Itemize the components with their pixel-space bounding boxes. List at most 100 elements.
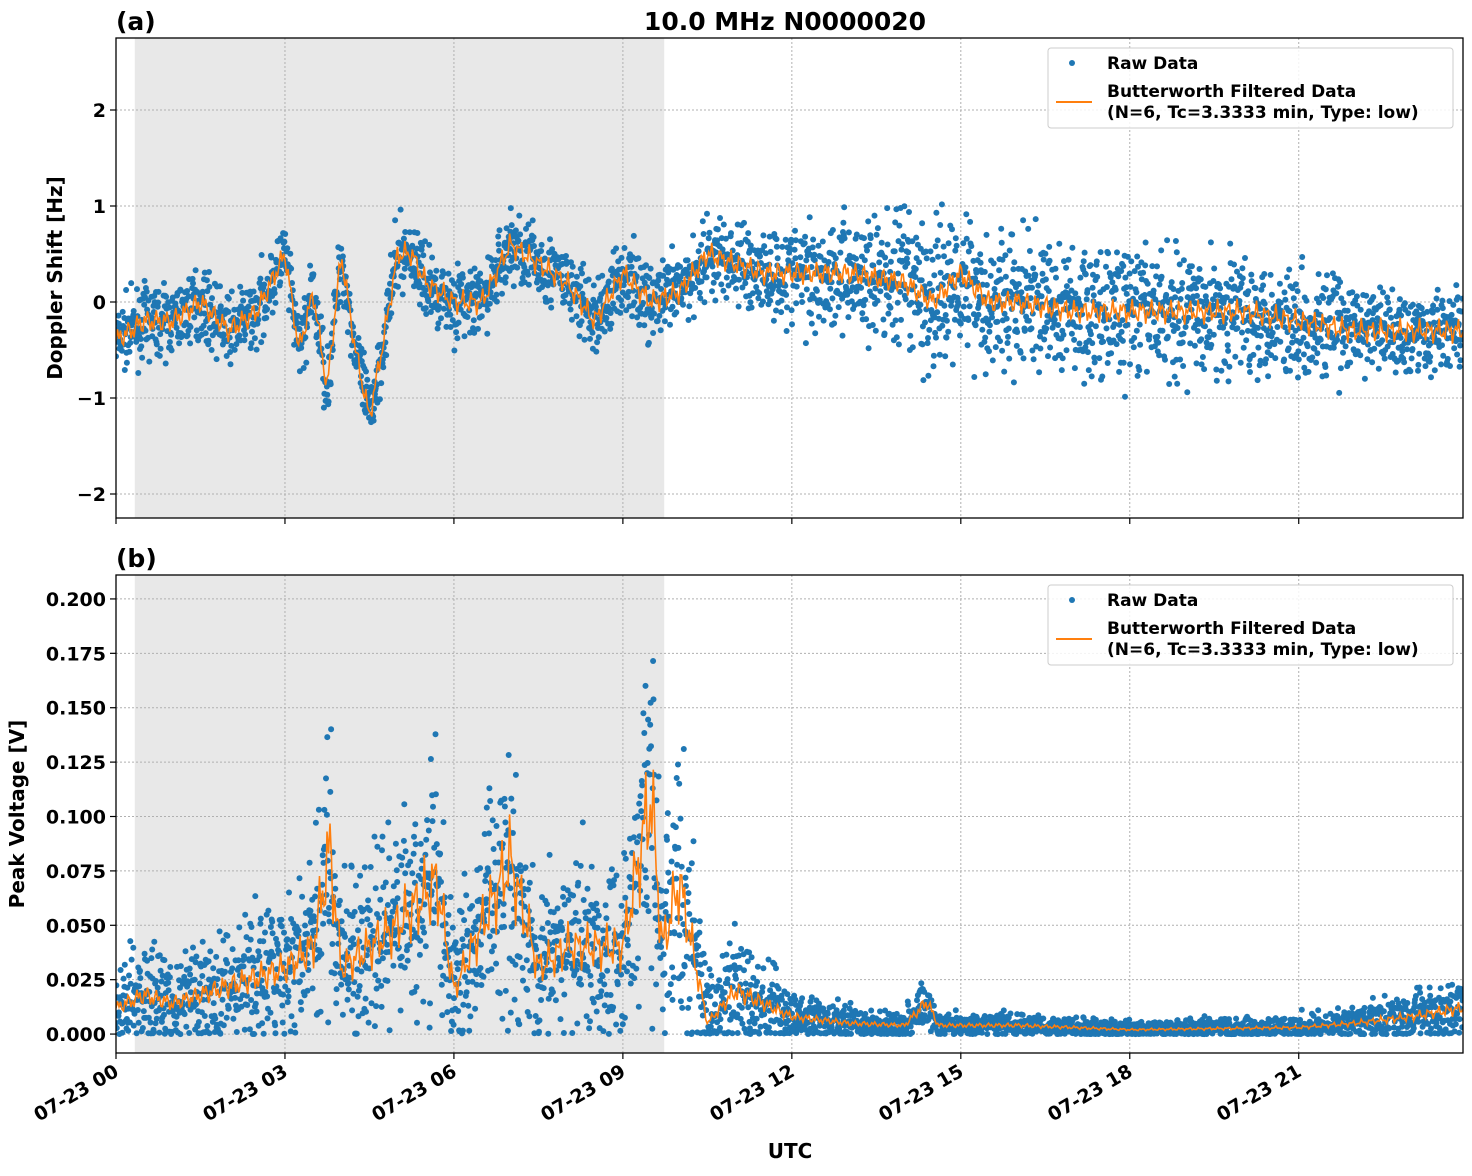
raw-data-point	[372, 972, 378, 978]
raw-data-point	[903, 296, 909, 302]
x-tick-label: 07-23 18	[1044, 1060, 1136, 1126]
raw-data-point	[394, 867, 400, 873]
raw-data-point	[1287, 368, 1293, 374]
raw-data-point	[559, 927, 565, 933]
raw-data-point	[1363, 293, 1369, 299]
raw-data-point	[284, 245, 290, 251]
raw-data-point	[401, 274, 407, 280]
raw-data-point	[1160, 328, 1166, 334]
raw-data-point	[585, 886, 591, 892]
raw-data-point	[264, 306, 270, 312]
raw-data-point	[1343, 343, 1349, 349]
raw-data-point	[292, 1030, 298, 1036]
raw-data-point	[332, 970, 338, 976]
raw-data-point	[797, 254, 803, 260]
raw-data-point	[641, 730, 647, 736]
raw-data-point	[1016, 281, 1022, 287]
raw-data-point	[224, 960, 230, 966]
raw-data-point	[363, 1009, 369, 1015]
raw-data-point	[473, 926, 479, 932]
raw-data-point	[1036, 369, 1042, 375]
raw-data-point	[338, 246, 344, 252]
raw-data-point	[779, 244, 785, 250]
raw-data-point	[257, 921, 263, 927]
x-tick-label: 07-23 03	[199, 1060, 291, 1126]
raw-data-point	[511, 283, 517, 289]
raw-data-point	[983, 371, 989, 377]
raw-data-point	[127, 938, 133, 944]
raw-data-point	[489, 966, 495, 972]
raw-data-point	[284, 936, 290, 942]
raw-data-point	[678, 816, 684, 822]
raw-data-point	[489, 948, 495, 954]
raw-data-point	[206, 338, 212, 344]
raw-data-point	[1098, 249, 1104, 255]
raw-data-point	[1140, 270, 1146, 276]
raw-data-point	[451, 348, 457, 354]
raw-data-point	[430, 818, 436, 824]
raw-data-point	[584, 1013, 590, 1019]
raw-data-point	[525, 886, 531, 892]
raw-data-point	[803, 257, 809, 263]
raw-data-point	[558, 919, 564, 925]
raw-data-point	[1089, 340, 1095, 346]
raw-data-point	[1255, 325, 1261, 331]
y-tick-label: 0	[93, 292, 106, 314]
raw-data-point	[254, 1009, 260, 1015]
raw-data-point	[754, 979, 760, 985]
raw-data-point	[261, 1031, 267, 1037]
raw-data-point	[816, 243, 822, 249]
raw-data-point	[905, 249, 911, 255]
raw-data-point	[377, 396, 383, 402]
raw-data-point	[156, 289, 162, 295]
raw-data-point	[399, 954, 405, 960]
raw-data-point	[359, 918, 365, 924]
raw-data-point	[248, 997, 254, 1003]
raw-data-point	[651, 311, 657, 317]
raw-data-point	[749, 954, 755, 960]
raw-data-point	[629, 264, 635, 270]
raw-data-point	[723, 952, 729, 958]
raw-data-point	[332, 886, 338, 892]
raw-data-point	[553, 997, 559, 1003]
raw-data-point	[139, 355, 145, 361]
raw-data-point	[141, 1008, 147, 1014]
raw-data-point	[377, 897, 383, 903]
raw-data-point	[631, 975, 637, 981]
raw-data-point	[441, 819, 447, 825]
raw-data-point	[944, 318, 950, 324]
raw-data-point	[1120, 338, 1126, 344]
raw-data-point	[1387, 307, 1393, 313]
raw-data-point	[671, 974, 677, 980]
raw-data-point	[639, 782, 645, 788]
raw-data-point	[861, 235, 867, 241]
raw-data-point	[580, 261, 586, 267]
raw-data-point	[608, 321, 614, 327]
raw-data-point	[126, 973, 132, 979]
raw-data-point	[122, 367, 128, 373]
raw-data-point	[177, 1031, 183, 1037]
raw-data-point	[579, 318, 585, 324]
raw-data-point	[253, 1001, 259, 1007]
raw-data-point	[1338, 365, 1344, 371]
raw-data-point	[948, 258, 954, 264]
raw-data-point	[204, 1023, 210, 1029]
raw-data-point	[128, 280, 134, 286]
raw-data-point	[931, 272, 937, 278]
raw-data-point	[1409, 355, 1415, 361]
raw-data-point	[242, 912, 248, 918]
raw-data-point	[643, 902, 649, 908]
raw-data-point	[696, 248, 702, 254]
raw-data-point	[742, 280, 748, 286]
y-tick-label: 0.125	[46, 752, 106, 774]
raw-data-point	[1201, 366, 1207, 372]
raw-data-point	[808, 311, 814, 317]
raw-data-point	[261, 332, 267, 338]
raw-data-point	[809, 321, 815, 327]
raw-data-point	[352, 909, 358, 915]
raw-data-point	[137, 968, 143, 974]
raw-data-point	[1202, 323, 1208, 329]
raw-data-point	[413, 841, 419, 847]
raw-data-point	[411, 851, 417, 857]
raw-data-point	[1119, 329, 1125, 335]
